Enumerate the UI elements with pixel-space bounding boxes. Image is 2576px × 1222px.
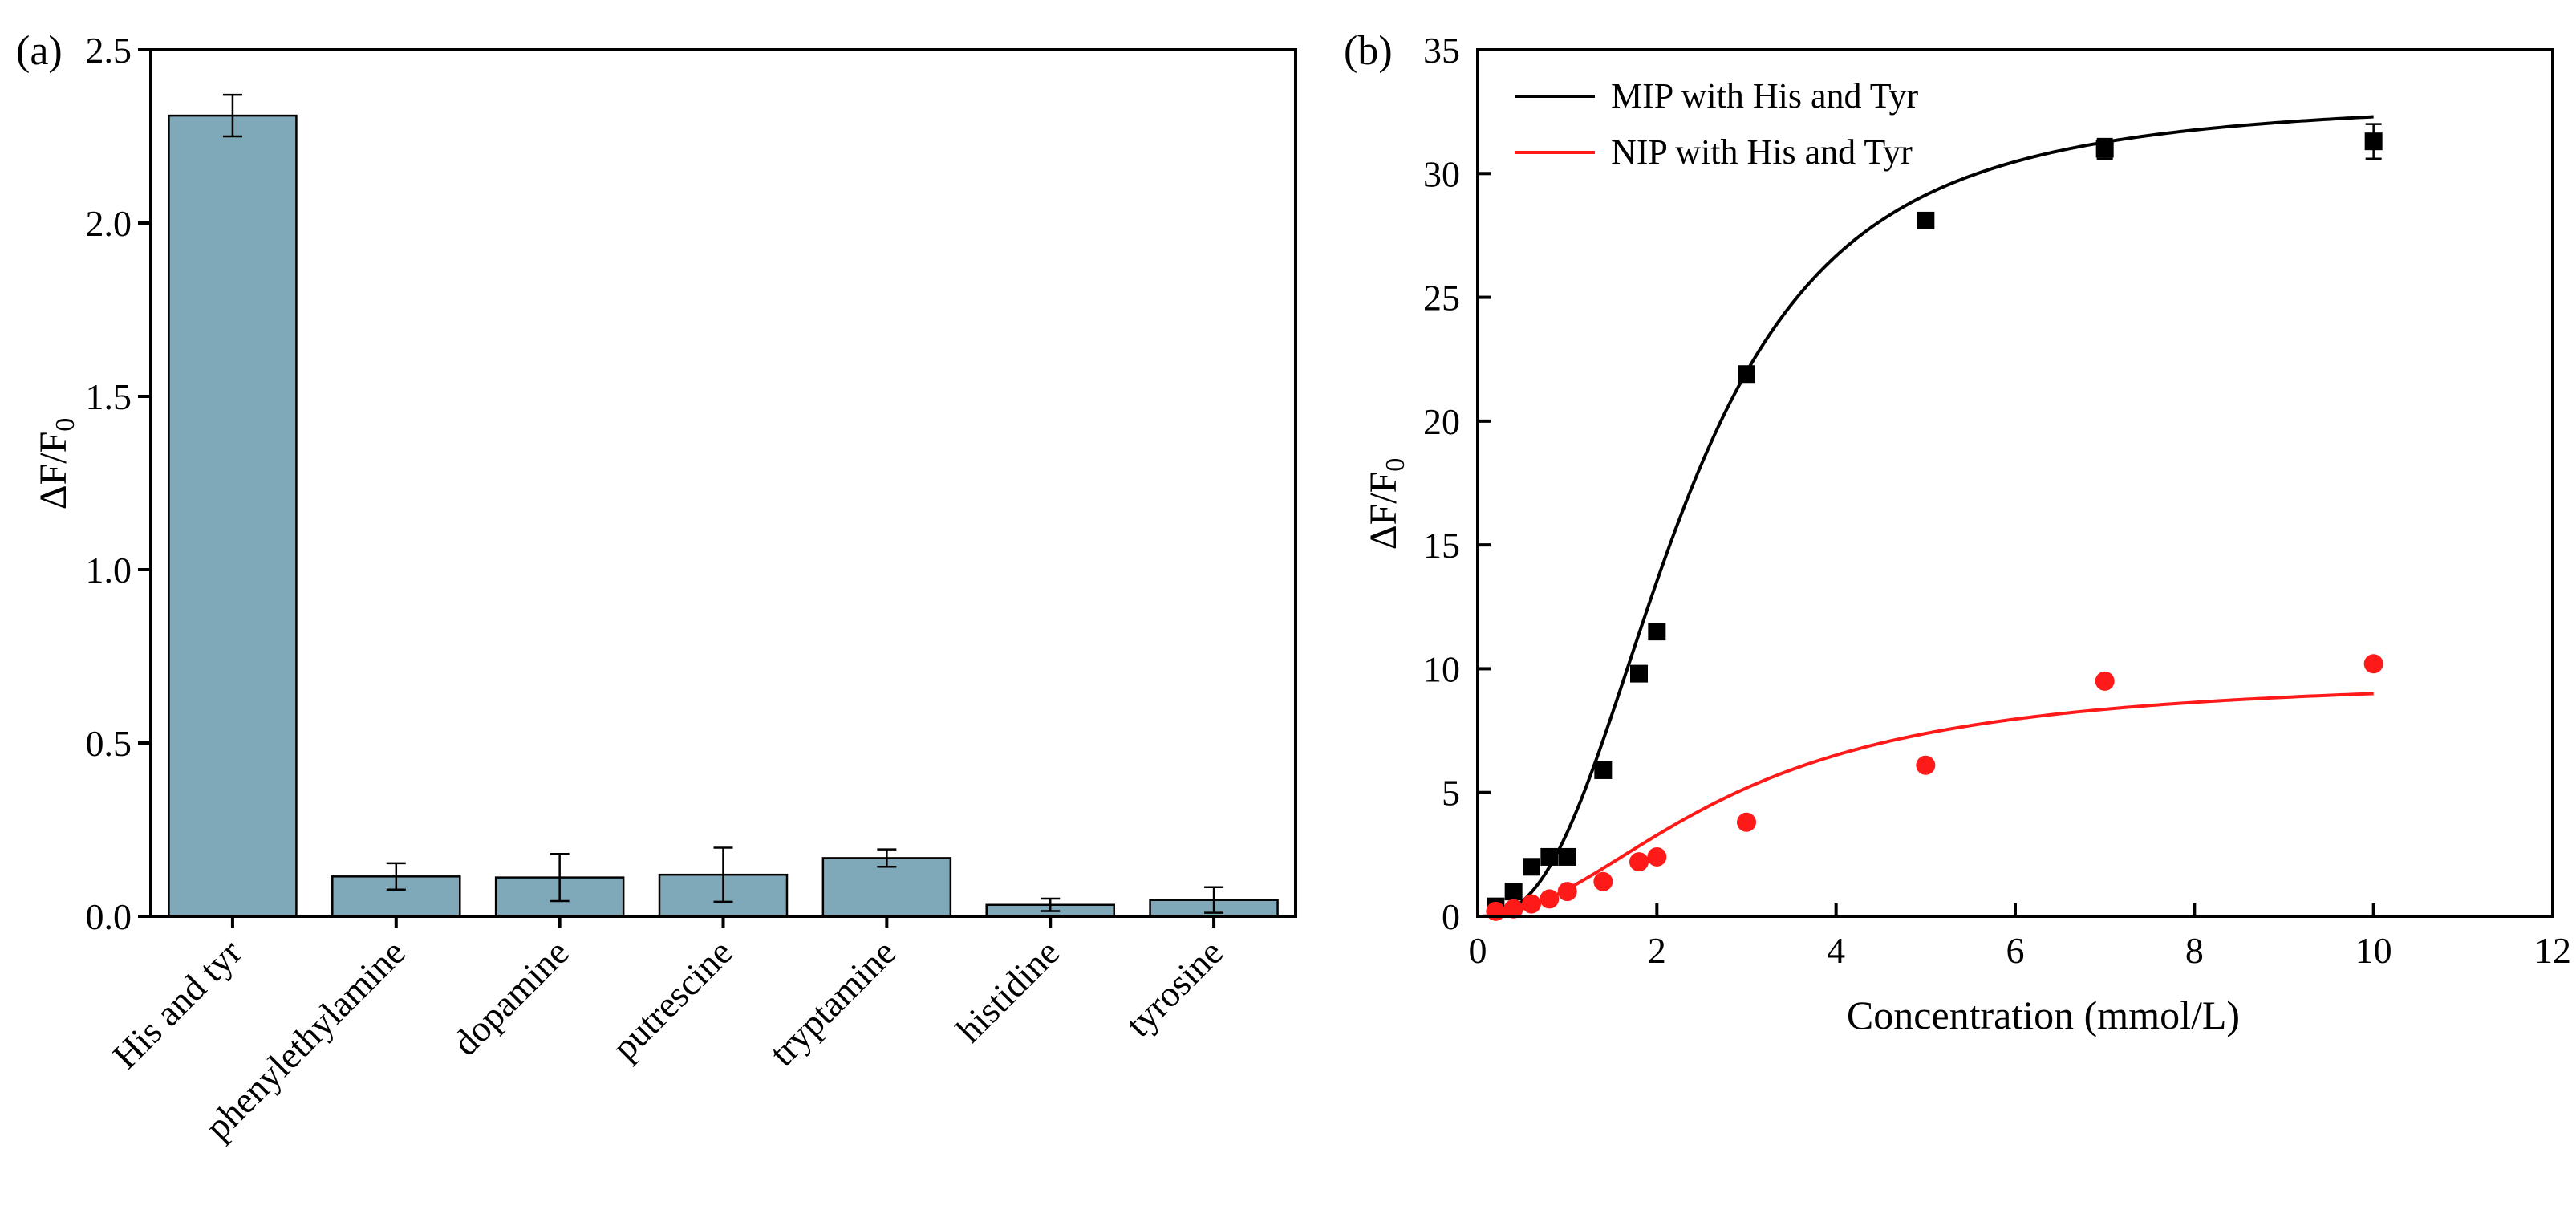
fit-curve-nip-with-his-and-tyr [1477, 692, 2374, 918]
panel-a-y-tick-labels: 0.0 0.5 1.0 1.5 2.0 2.5 [86, 30, 151, 937]
panel-b-y-tick-labels: 0 5 10 15 20 25 30 35 [1423, 30, 1491, 937]
legend-label-nip: NIP with His and Tyr [1611, 132, 1913, 172]
panel-a-ylabel-main: ΔF/F [32, 432, 75, 510]
data-point-nip-with-his-and-tyr [1486, 901, 1506, 921]
panel-b-y-tick-label: 15 [1423, 525, 1460, 566]
data-point-mip-with-his-and-tyr [2095, 140, 2114, 158]
data-point-mip-with-his-and-tyr [1917, 211, 1935, 229]
bar-his-and-tyr [168, 114, 298, 918]
panel-b-ylabel: ΔF/F0 [1362, 458, 1410, 550]
panel-a-x-tick-label: putrescine [604, 932, 740, 1068]
data-point-mip-with-his-and-tyr [2364, 132, 2383, 151]
panel-b-plot-frame [1476, 48, 2554, 918]
panel-a-x-tick-label: dopamine [444, 932, 576, 1063]
data-point-mip-with-his-and-tyr [1504, 883, 1523, 901]
data-point-mip-with-his-and-tyr [1558, 847, 1576, 866]
panel-a-x-tick-label: tryptamine [761, 932, 903, 1074]
data-point-nip-with-his-and-tyr [1737, 812, 1756, 832]
data-point-nip-with-his-and-tyr [1593, 871, 1613, 891]
data-point-mip-with-his-and-tyr [1630, 664, 1648, 683]
panel-a-y-tick-label: 2.5 [86, 30, 132, 71]
panel-a-plot-frame [149, 48, 1297, 918]
panel-b-data-points [1486, 123, 2383, 921]
panel-b-x-tick-label: 10 [2355, 930, 2392, 971]
data-point-nip-with-his-and-tyr [1503, 899, 1523, 919]
panel-a-ylabel: ΔF/F0 [32, 418, 80, 510]
data-point-nip-with-his-and-tyr [1916, 755, 1936, 775]
panel-b-y-tick-label: 10 [1423, 648, 1460, 689]
data-point-mip-with-his-and-tyr [1738, 365, 1755, 384]
panel-a-ylabel-subscript: 0 [51, 418, 80, 432]
panel-a-label: (a) [16, 28, 63, 74]
panel-b-x-tick-label: 6 [2006, 930, 2025, 971]
panel-b-y-tick-label: 0 [1442, 896, 1460, 937]
data-point-mip-with-his-and-tyr [1540, 847, 1559, 866]
data-point-nip-with-his-and-tyr [1557, 882, 1577, 902]
panel-b-y-tick-label: 5 [1442, 773, 1460, 814]
panel-a-y-tick-label: 2.0 [86, 203, 132, 244]
panel-b-x-tick-label: 8 [2185, 930, 2204, 971]
data-point-mip-with-his-and-tyr [1594, 761, 1613, 779]
panel-b-x-tick-label: 12 [2534, 930, 2571, 971]
data-point-nip-with-his-and-tyr [1629, 852, 1649, 872]
data-point-mip-with-his-and-tyr [1648, 623, 1666, 641]
panel-b-y-tick-label: 35 [1423, 30, 1460, 71]
data-point-nip-with-his-and-tyr [2095, 671, 2115, 691]
data-point-nip-with-his-and-tyr [1647, 846, 1667, 867]
legend-label-mip: MIP with His and Tyr [1611, 76, 1919, 116]
panel-b-scatter-chart: (b) ΔF/F0 Concentration (mmol/L) 0510152… [1344, 28, 2571, 1037]
panel-a-x-tick-label: His and tyr [104, 932, 249, 1077]
panel-a-bar-chart: (a) ΔF/F0 0.0 0.5 1.0 1.5 2.0 2.5 His and tyr… [16, 28, 1297, 1147]
panel-a-x-tick-label: histidine [948, 932, 1067, 1050]
panel-a-y-tick-label: 0.5 [86, 723, 132, 764]
panel-b-x-tick-label: 2 [1648, 930, 1666, 971]
panel-b-x-tick-label: 4 [1827, 930, 1845, 971]
data-point-nip-with-his-and-tyr [2363, 654, 2383, 674]
data-point-nip-with-his-and-tyr [1522, 894, 1541, 914]
panel-a-y-tick-label: 0.0 [86, 896, 132, 937]
panel-b-x-tick-labels: 0 2 4 6 8 10 12 [1469, 903, 2571, 971]
panel-b-y-tick-label: 25 [1423, 278, 1460, 319]
panel-b-fit-curves [1477, 115, 2374, 918]
data-point-mip-with-his-and-tyr [1523, 858, 1540, 876]
panel-a-y-tick-label: 1.0 [86, 550, 132, 591]
panel-b-xlabel: Concentration (mmol/L) [1847, 993, 2240, 1037]
panel-a-x-tick-label: tyrosine [1118, 932, 1231, 1045]
panel-b-y-tick-label: 20 [1423, 401, 1460, 442]
data-point-nip-with-his-and-tyr [1540, 889, 1560, 909]
panel-b-ylabel-subscript: 0 [1381, 458, 1410, 472]
panel-b-label: (b) [1344, 28, 1393, 74]
panel-b-ylabel-main: ΔF/F [1362, 472, 1405, 550]
panel-a-y-tick-label: 1.5 [86, 376, 132, 417]
panel-a-bars [168, 114, 1279, 918]
panel-b-legend: MIP with His and Tyr NIP with His and Ty… [1515, 76, 1919, 172]
panel-b-y-tick-label: 30 [1423, 153, 1460, 194]
panel-a-error-bars [222, 93, 1224, 914]
fit-curve-mip-with-his-and-tyr [1477, 115, 2374, 918]
panel-b-x-tick-label: 0 [1469, 930, 1487, 971]
